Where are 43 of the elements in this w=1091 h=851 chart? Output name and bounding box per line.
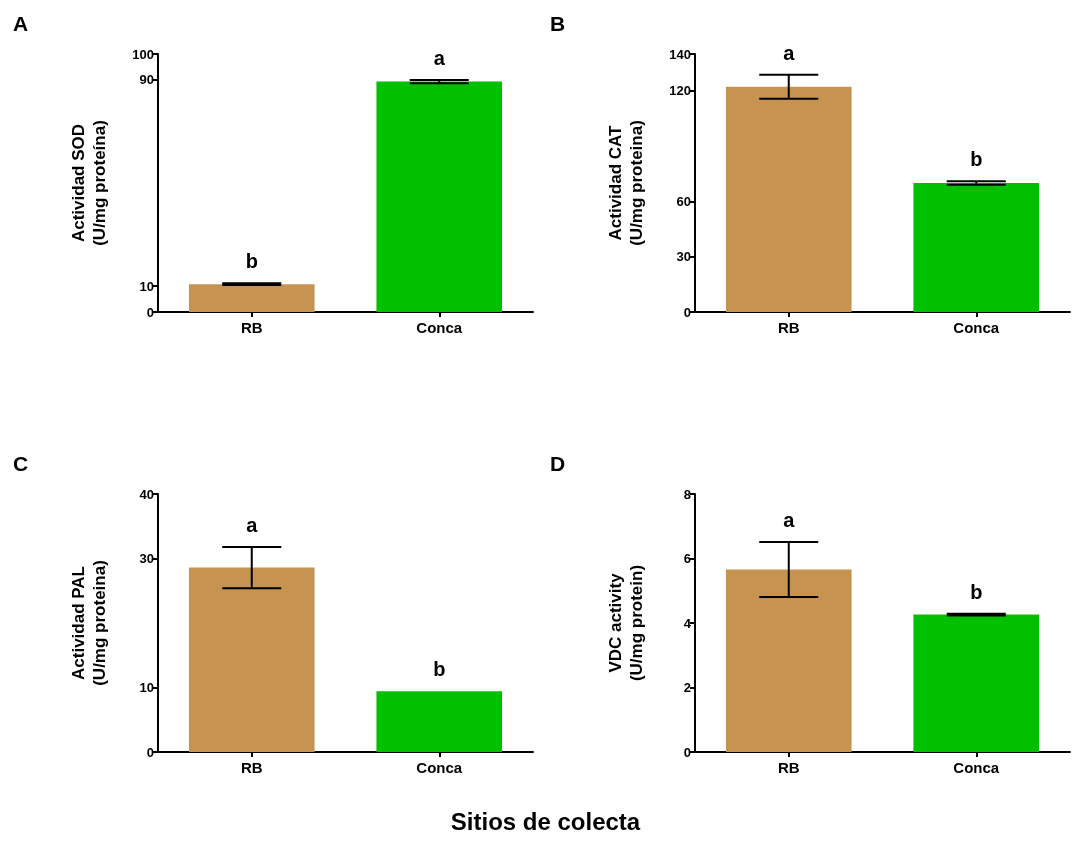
data-label: a [783,41,796,64]
y-tick-label: 140 [669,46,691,62]
y-tick-label: 100 [132,46,154,62]
x-tick-label: Conca [953,759,1000,776]
data-label: a [246,513,259,536]
y-tick-label: 120 [669,83,691,99]
y-tick-label: 10 [139,680,154,695]
x-tick-label: Conca [953,319,1000,336]
chart-title: D [550,452,566,475]
y-tick-label: 4 [683,615,692,631]
y-tick-label: 30 [676,249,691,265]
y-tick-label: 90 [139,72,154,88]
chart-title: A [13,12,29,35]
data-label: b [970,148,983,171]
y-tick-label: 10 [139,278,154,294]
y-tick-label: 60 [676,193,691,209]
data-label: b [245,250,258,273]
y-tick-label: 0 [683,744,691,760]
y-axis-title: Actividad PAL (U/mg proteina) [69,560,109,686]
y-tick-label: 0 [146,744,154,760]
x-tick-label: Conca [416,319,463,336]
y-tick-label: 6 [683,551,691,566]
x-axis-title: Sitios de colecta [449,808,642,836]
data-label: a [783,509,796,532]
y-axis-title: VDC activity (U/mg protein) [606,564,646,682]
y-tick-label: 40 [139,486,154,502]
y-tick-label: 0 [146,304,154,320]
x-tick-label: RB [777,319,800,336]
data-label: b [433,658,446,681]
x-tick-label: Conca [416,759,463,776]
chart-title: C [13,452,29,475]
y-tick-label: 2 [683,680,691,695]
y-axis-title: Actividad SOD (U/mg proteína) [69,120,109,246]
x-tick-label: RB [777,759,800,776]
y-tick-label: 8 [683,486,691,502]
x-tick-label: RB [240,319,263,336]
y-tick-label: 30 [139,551,154,566]
x-tick-label: RB [240,759,263,776]
data-label: a [433,47,446,70]
y-axis-title: Actividad CAT (U/mg proteina) [606,120,646,246]
data-label: b [970,580,983,603]
chart-title: B [550,12,566,35]
y-tick-label: 0 [683,304,691,320]
